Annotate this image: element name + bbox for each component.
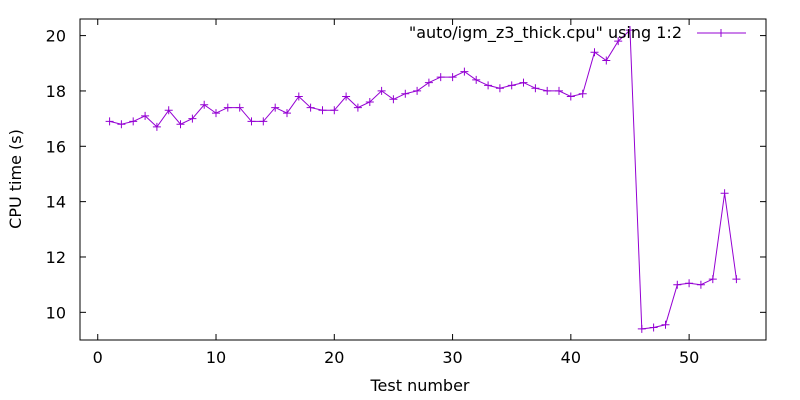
data-point-marker bbox=[235, 103, 244, 112]
data-point-marker bbox=[401, 89, 410, 98]
y-axis-label: CPU time (s) bbox=[6, 129, 25, 229]
data-point-marker bbox=[696, 280, 705, 289]
data-point-marker bbox=[507, 81, 516, 90]
x-tick-label: 10 bbox=[206, 348, 226, 367]
data-point-marker bbox=[247, 117, 256, 126]
data-point-marker bbox=[578, 89, 587, 98]
data-point-marker bbox=[685, 279, 694, 288]
data-point-marker bbox=[495, 84, 504, 93]
y-tick-label: 10 bbox=[46, 303, 66, 322]
data-point-marker bbox=[590, 48, 599, 57]
data-point-marker bbox=[531, 84, 540, 93]
data-point-marker bbox=[105, 117, 114, 126]
y-tick-label: 18 bbox=[46, 82, 66, 101]
data-point-marker bbox=[389, 95, 398, 104]
series-line bbox=[109, 28, 737, 330]
data-point-marker bbox=[353, 103, 362, 112]
data-point-marker bbox=[614, 37, 623, 46]
x-tick-label: 50 bbox=[679, 348, 699, 367]
data-point-marker bbox=[164, 106, 173, 115]
data-point-marker bbox=[129, 117, 138, 126]
data-point-marker bbox=[318, 106, 327, 115]
data-point-marker bbox=[424, 78, 433, 87]
data-point-marker bbox=[200, 100, 209, 109]
data-point-marker bbox=[566, 92, 575, 101]
data-point-marker bbox=[543, 86, 552, 95]
data-point-marker bbox=[342, 92, 351, 101]
data-point-marker bbox=[460, 67, 469, 76]
legend-marker-sample bbox=[717, 29, 725, 37]
data-point-marker bbox=[365, 98, 374, 106]
data-point-marker bbox=[176, 120, 185, 129]
data-point-marker bbox=[661, 320, 670, 329]
x-tick-label: 0 bbox=[93, 348, 103, 367]
data-point-marker bbox=[294, 92, 303, 101]
data-point-marker bbox=[555, 86, 563, 95]
data-point-marker bbox=[484, 81, 493, 90]
data-point-marker bbox=[152, 122, 161, 131]
data-point-marker bbox=[306, 103, 315, 112]
legend-label: "auto/igm_z3_thick.cpu" using 1:2 bbox=[409, 23, 682, 43]
x-tick-label: 40 bbox=[561, 348, 581, 367]
data-point-marker bbox=[188, 114, 197, 123]
y-tick-label: 20 bbox=[46, 27, 66, 46]
data-point-marker bbox=[720, 189, 729, 198]
data-point-marker bbox=[732, 275, 741, 284]
plot-border bbox=[79, 18, 767, 341]
data-point-marker bbox=[708, 275, 717, 284]
data-point-marker bbox=[212, 109, 220, 118]
data-point-marker bbox=[626, 26, 634, 35]
data-point-marker bbox=[602, 56, 611, 65]
data-point-marker bbox=[472, 75, 481, 84]
data-point-marker bbox=[448, 73, 457, 82]
series-group bbox=[105, 26, 741, 333]
data-point-marker bbox=[649, 323, 658, 332]
y-tick-label: 16 bbox=[46, 137, 66, 156]
data-point-marker bbox=[519, 78, 528, 87]
data-point-marker bbox=[141, 111, 150, 120]
data-point-marker bbox=[271, 103, 280, 112]
y-tick-label: 12 bbox=[46, 248, 66, 267]
data-point-marker bbox=[223, 103, 232, 112]
data-point-marker bbox=[673, 280, 682, 289]
axis-ticks: 0 10 20 30 40 50 10 12 14 16 18 20 bbox=[46, 19, 766, 367]
y-tick-label: 14 bbox=[46, 193, 66, 212]
data-point-marker bbox=[413, 86, 422, 95]
legend: "auto/igm_z3_thick.cpu" using 1:2 bbox=[409, 23, 746, 43]
x-axis-label: Test number bbox=[369, 376, 469, 395]
data-point-marker bbox=[436, 73, 445, 82]
x-tick-label: 30 bbox=[442, 348, 462, 367]
data-point-marker bbox=[259, 117, 268, 126]
data-point-marker bbox=[117, 120, 126, 129]
data-point-marker bbox=[330, 106, 339, 115]
data-point-marker bbox=[637, 324, 646, 333]
data-point-marker bbox=[377, 86, 386, 95]
data-point-marker bbox=[283, 109, 291, 118]
x-tick-label: 20 bbox=[324, 348, 344, 367]
